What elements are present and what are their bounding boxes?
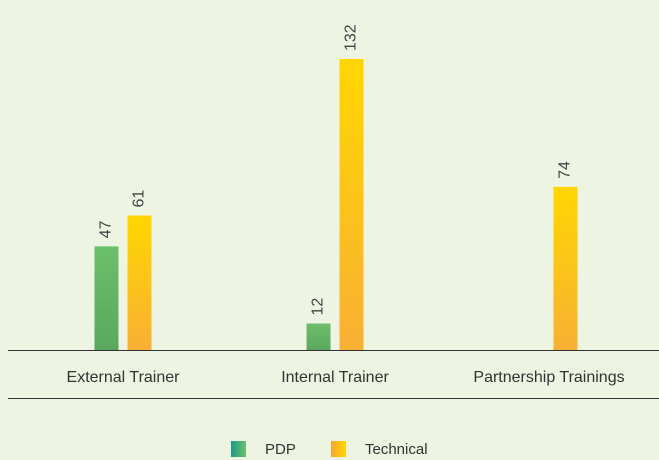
legend-label: Technical [365,441,428,458]
data-label: 12 [310,298,327,316]
x-tick-label: Partnership Trainings [473,369,624,386]
data-label: 47 [98,220,115,238]
bar [553,186,578,350]
data-label: 74 [557,161,574,179]
x-tick-label: Internal Trainer [281,369,389,386]
data-label: 132 [343,24,360,51]
legend-swatch [231,441,246,457]
legend-swatch [331,441,346,457]
bar [339,59,364,350]
data-label: 61 [131,190,148,208]
bar [127,215,152,350]
bar [306,323,331,350]
legend-label: PDP [265,441,296,458]
bar [94,246,119,350]
x-tick-label: External Trainer [67,369,181,386]
